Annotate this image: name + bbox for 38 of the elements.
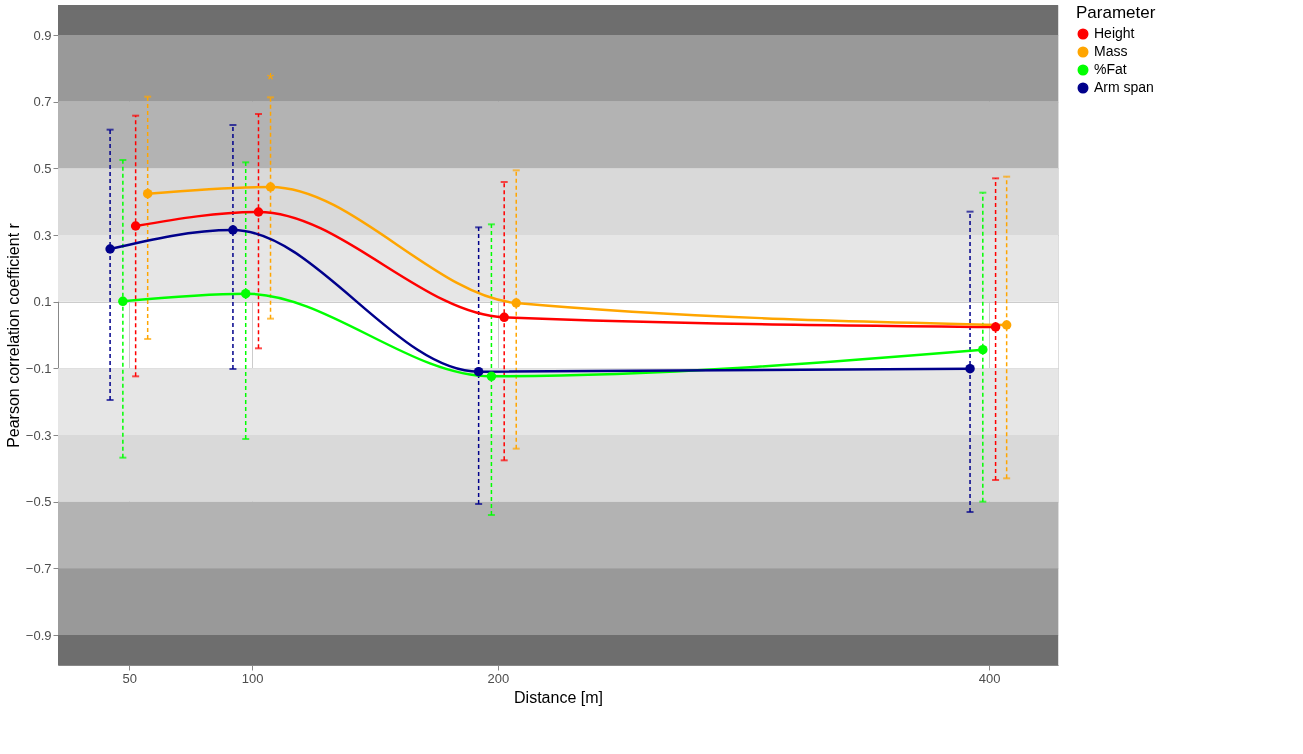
point xyxy=(130,221,141,231)
point xyxy=(118,296,128,307)
point xyxy=(265,182,276,192)
y-tick-label: −0.7 xyxy=(25,560,52,576)
x-tick-label: 400 xyxy=(978,670,1001,686)
y-tick-label: −0.9 xyxy=(25,627,52,643)
y-tick-label: 0.3 xyxy=(33,227,52,243)
point xyxy=(240,288,251,299)
y-tick-label: −0.3 xyxy=(25,427,52,443)
y-tick-label: 0.1 xyxy=(33,294,52,310)
point xyxy=(511,298,521,308)
y-tick-label: 0.5 xyxy=(33,160,52,176)
legend-label: Height xyxy=(1094,25,1135,41)
point xyxy=(499,312,509,323)
y-tick-label: −0.5 xyxy=(25,494,52,510)
point xyxy=(253,207,264,217)
point xyxy=(142,188,153,199)
y-tick-label: 0.9 xyxy=(33,27,52,43)
legend-label: Arm span xyxy=(1094,79,1154,95)
y-tick-label: 0.7 xyxy=(33,94,52,110)
x-tick-label: 50 xyxy=(122,670,137,686)
legend-title: Parameter xyxy=(1076,3,1156,22)
point xyxy=(105,244,115,254)
point xyxy=(965,363,975,374)
y-axis-title: Pearson correlation coefficient r xyxy=(4,222,22,448)
point xyxy=(1001,320,1012,330)
x-tick-label: 100 xyxy=(241,670,264,686)
annotation: * xyxy=(267,70,275,91)
point xyxy=(228,225,238,235)
y-tick-label: −0.1 xyxy=(25,360,52,376)
x-tick-label: 200 xyxy=(487,670,510,686)
point xyxy=(978,344,988,355)
point xyxy=(473,366,484,377)
x-axis-title: Distance [m] xyxy=(514,688,603,706)
point xyxy=(486,371,497,382)
legend-label: %Fat xyxy=(1094,61,1127,77)
point xyxy=(990,322,1001,332)
legend-label: Mass xyxy=(1094,43,1128,59)
